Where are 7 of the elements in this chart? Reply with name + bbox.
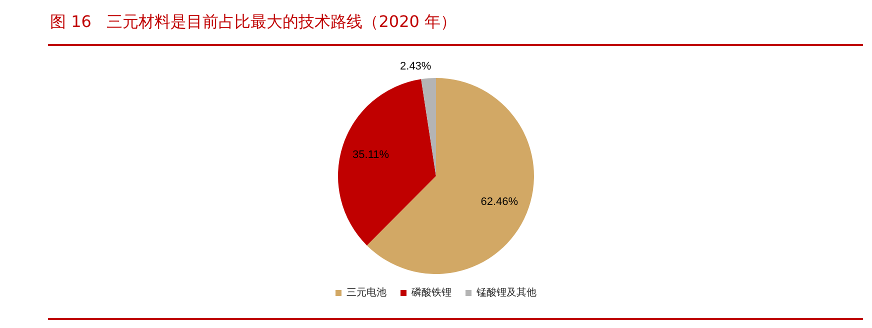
legend-label: 锰酸锂及其他	[476, 286, 536, 299]
legend-label: 三元电池	[346, 286, 386, 299]
data-label: 62.46%	[480, 196, 518, 208]
data-label: 2.43%	[400, 60, 432, 72]
legend-label: 磷酸铁锂	[410, 286, 452, 299]
data-label: 35.11%	[352, 148, 390, 161]
chart-title: 图 16 三元材料是目前占比最大的技术路线（2020 年）	[50, 12, 457, 33]
